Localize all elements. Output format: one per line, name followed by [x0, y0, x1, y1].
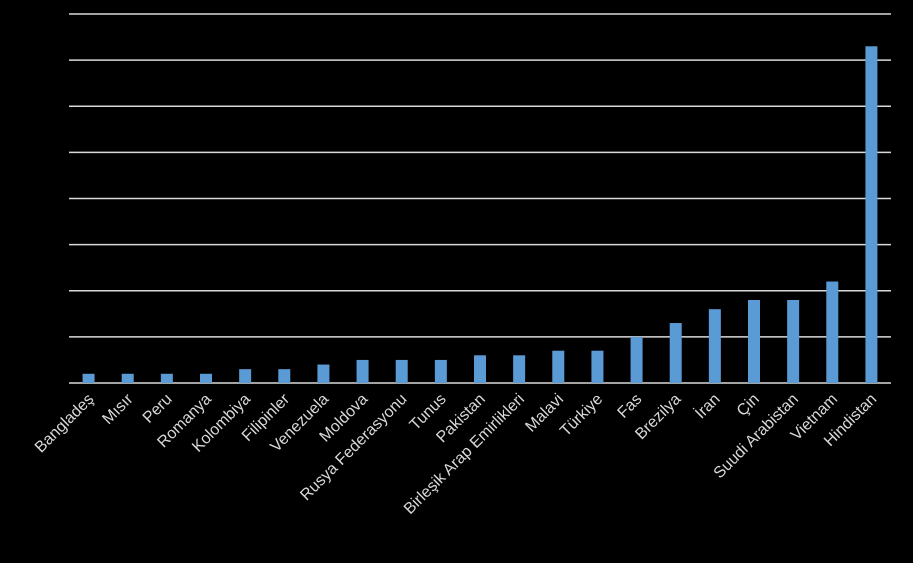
gridlines — [69, 13, 891, 384]
bar — [630, 336, 643, 383]
bar — [708, 309, 721, 383]
x-axis-labels: Bangladeş Mısır PeruRomanyaKolombiyaFilipi… — [32, 389, 880, 517]
bar — [591, 350, 604, 383]
bar — [552, 350, 565, 383]
bar — [434, 359, 447, 383]
bar — [200, 373, 212, 383]
bars — [82, 46, 878, 383]
bar — [356, 359, 369, 383]
bar — [82, 373, 95, 383]
bar — [474, 355, 486, 383]
x-tick-label: Türkiye — [557, 391, 606, 440]
bar — [317, 364, 330, 383]
bar — [669, 323, 682, 383]
x-tick-label: Fas — [615, 391, 646, 422]
bar — [787, 299, 800, 383]
x-tick-label: Peru — [140, 391, 176, 427]
bar — [239, 369, 252, 383]
bar — [826, 281, 839, 383]
bar — [748, 299, 760, 383]
bar — [865, 46, 878, 383]
bar — [395, 359, 408, 383]
bar — [278, 369, 291, 383]
bar — [160, 373, 173, 383]
bar — [121, 373, 134, 383]
x-tick-label: İran — [691, 389, 724, 422]
x-tick-label: Mısır — [99, 390, 137, 428]
bar — [513, 355, 526, 383]
x-tick-label: Bangladeş — [32, 391, 97, 456]
x-tick-label: Çin — [734, 391, 763, 420]
